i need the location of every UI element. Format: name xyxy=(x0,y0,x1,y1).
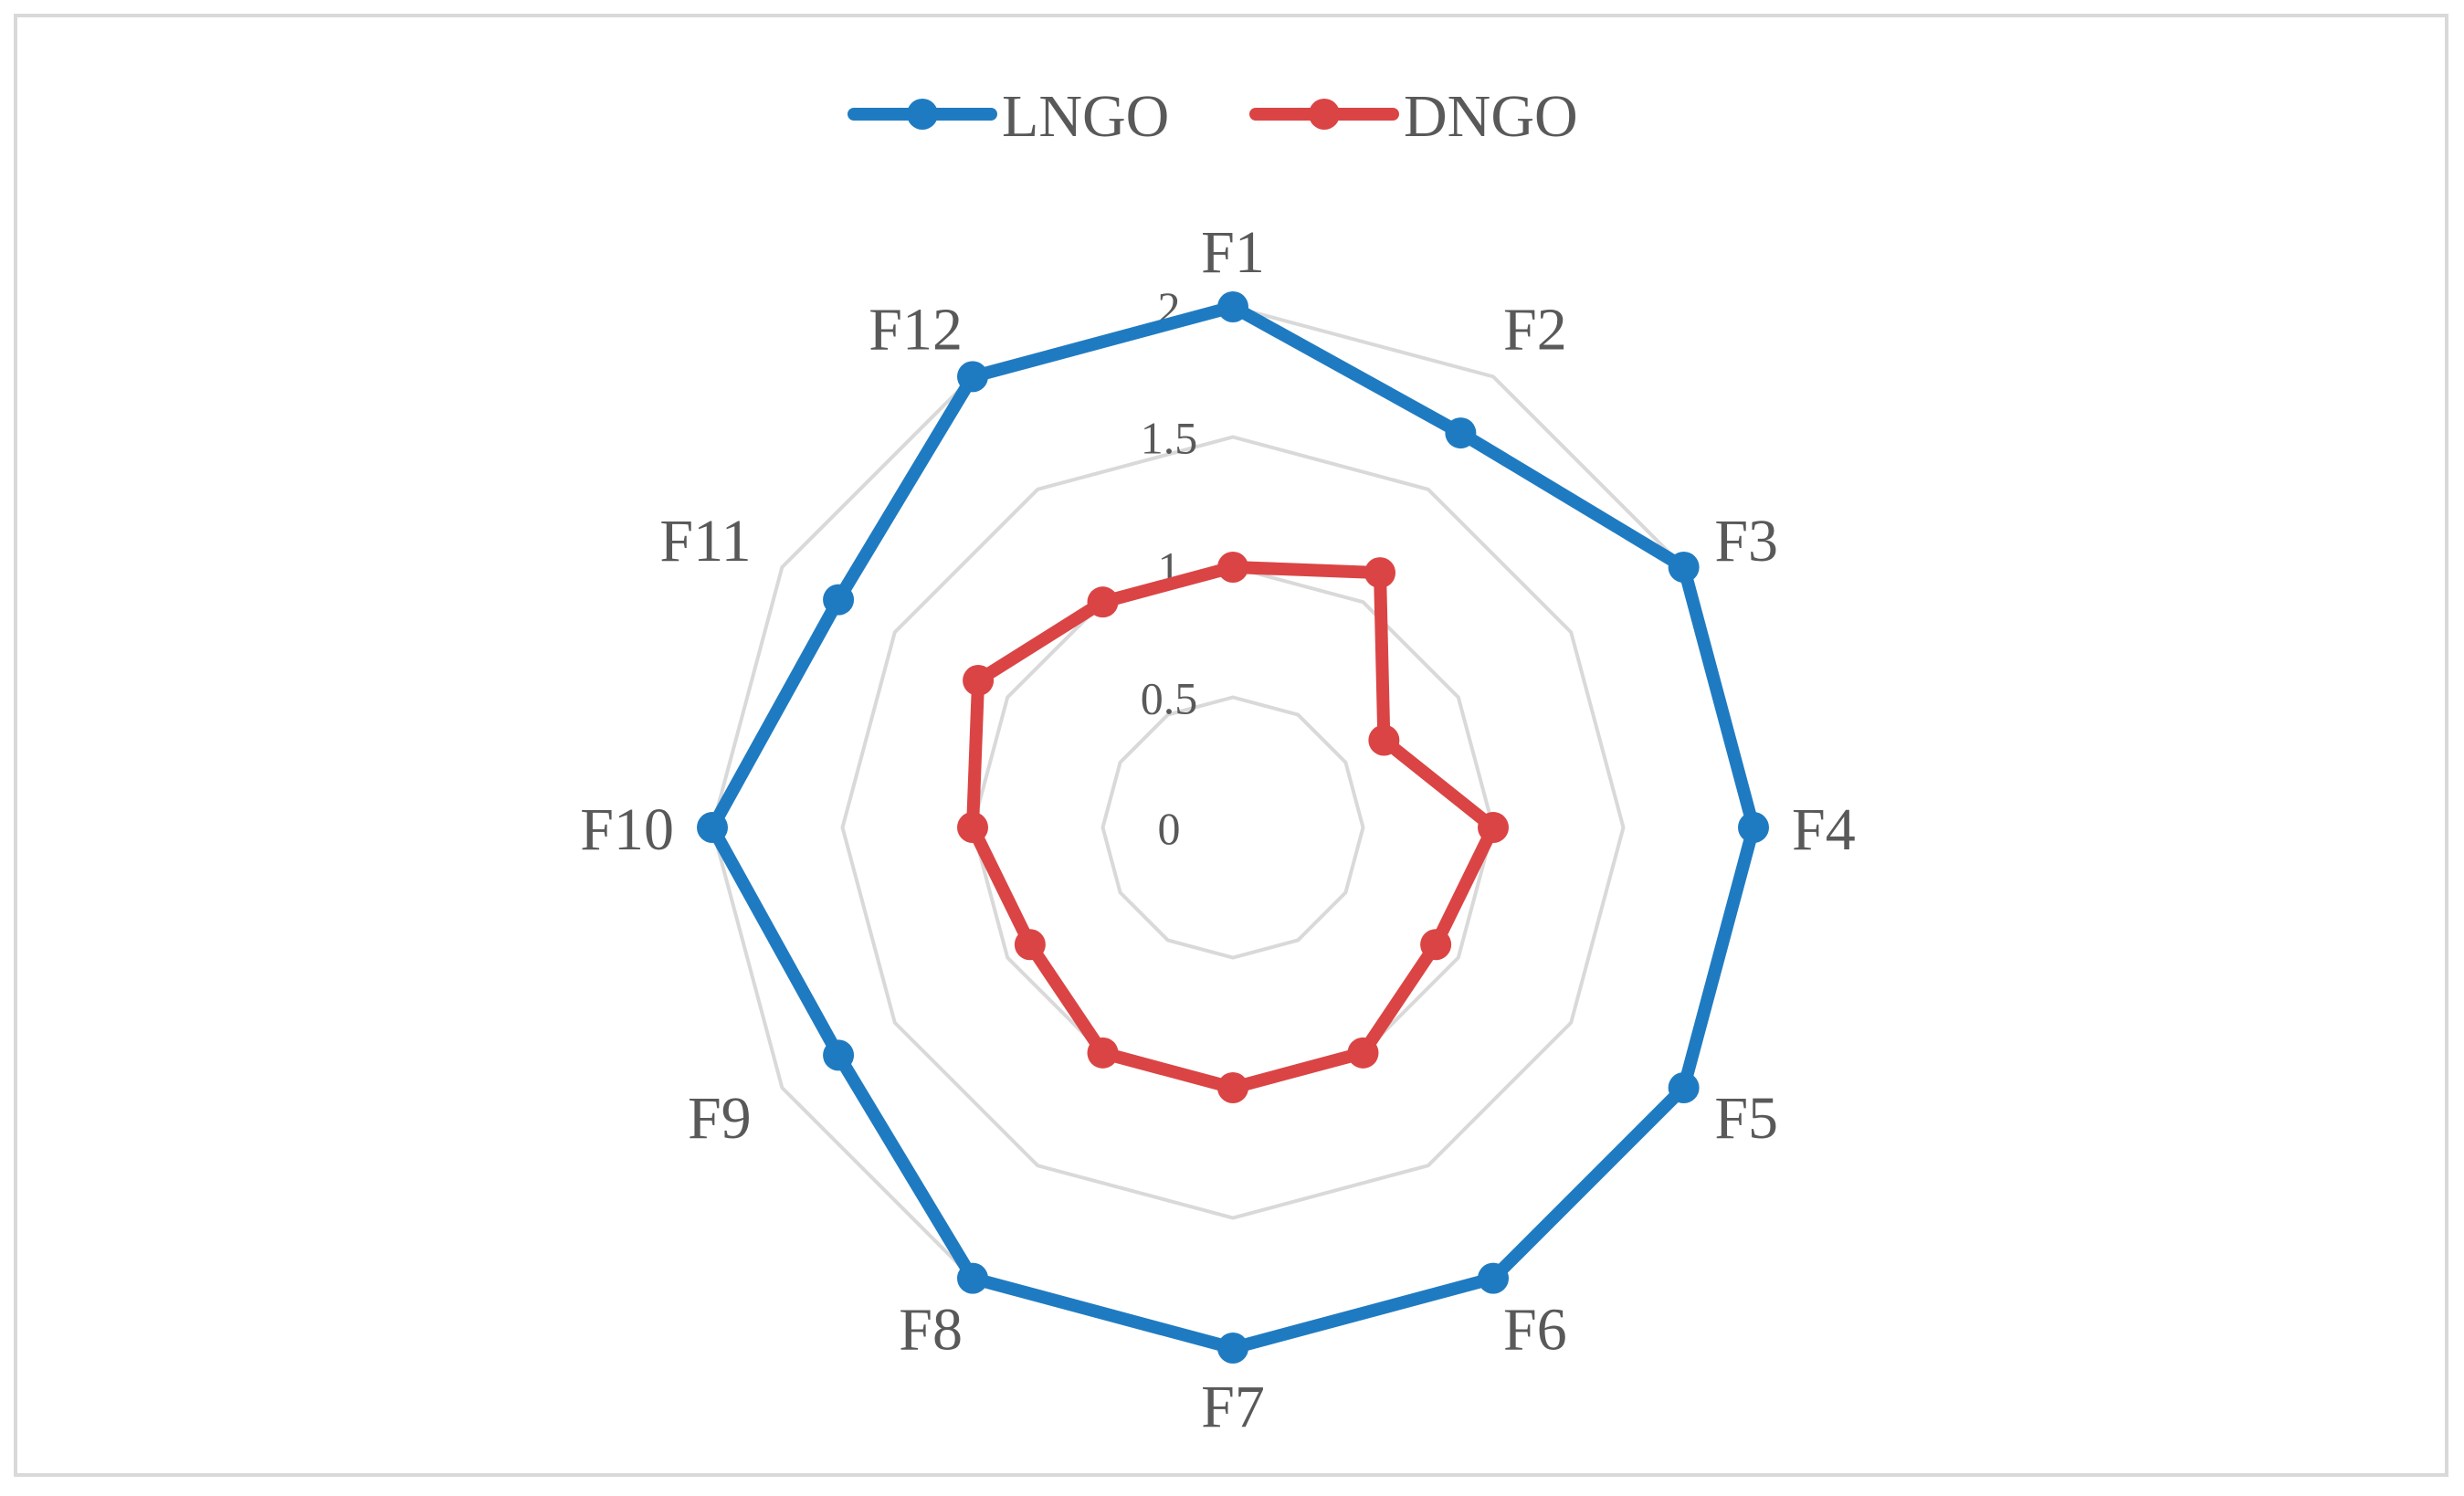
category-label-f5: F5 xyxy=(1714,1085,1778,1152)
grid-ring-4 xyxy=(710,304,1756,1351)
category-label-f10: F10 xyxy=(580,796,674,863)
data-point-dngo-f4 xyxy=(1478,812,1509,843)
series-line-lngo xyxy=(706,300,1760,1354)
data-point-lngo-f4 xyxy=(1738,812,1769,843)
r-tick-label: 1.5 xyxy=(1141,413,1198,464)
data-point-lngo-f5 xyxy=(1668,1072,1700,1103)
data-point-lngo-f1 xyxy=(1217,291,1248,322)
data-point-dngo-f11 xyxy=(963,664,995,696)
data-point-lngo-f2 xyxy=(1445,417,1477,449)
grid-ring-1 xyxy=(1100,695,1365,960)
r-tick-label: 0.5 xyxy=(1141,673,1198,724)
data-point-lngo-f12 xyxy=(957,361,988,393)
category-label-f8: F8 xyxy=(899,1296,963,1363)
data-point-dngo-f6 xyxy=(1347,1037,1379,1069)
data-point-dngo-f7 xyxy=(1217,1072,1248,1103)
data-point-dngo-f1 xyxy=(1217,552,1248,583)
category-label-f2: F2 xyxy=(1503,297,1567,363)
radar-grid xyxy=(710,304,1756,1351)
chart-frame xyxy=(14,14,2448,1477)
legend-swatch-marker xyxy=(1309,99,1340,130)
category-label-f6: F6 xyxy=(1503,1296,1567,1363)
legend-label: LNGO xyxy=(1002,83,1169,150)
data-point-lngo-f9 xyxy=(823,1039,855,1071)
data-point-dngo-f3 xyxy=(1368,724,1400,756)
legend-item-lngo: LNGO xyxy=(848,83,1169,150)
category-label-f1: F1 xyxy=(1201,219,1265,286)
category-label-f9: F9 xyxy=(688,1085,752,1152)
grid-ring-3 xyxy=(840,435,1626,1220)
data-point-dngo-f5 xyxy=(1420,929,1452,961)
data-point-lngo-f8 xyxy=(957,1262,988,1294)
legend-item-dngo: DNGO xyxy=(1249,83,1578,150)
legend-swatch-marker xyxy=(907,99,938,130)
data-point-dngo-f10 xyxy=(957,812,988,843)
legend-label: DNGO xyxy=(1404,83,1578,150)
category-label-f7: F7 xyxy=(1201,1374,1265,1440)
data-point-lngo-f7 xyxy=(1217,1333,1248,1364)
data-point-dngo-f2 xyxy=(1364,557,1396,589)
data-point-dngo-f9 xyxy=(1014,929,1046,961)
grid-ring-2 xyxy=(970,564,1496,1090)
data-point-lngo-f11 xyxy=(823,584,855,616)
data-point-lngo-f10 xyxy=(697,812,728,843)
category-label-f3: F3 xyxy=(1714,508,1778,574)
data-point-dngo-f12 xyxy=(1087,586,1119,618)
category-label-f12: F12 xyxy=(869,297,963,363)
data-point-lngo-f3 xyxy=(1668,552,1700,583)
series-line-dngo xyxy=(966,561,1500,1094)
data-point-lngo-f6 xyxy=(1478,1262,1509,1294)
category-label-f11: F11 xyxy=(659,508,751,574)
r-tick-label: 0 xyxy=(1158,803,1181,854)
data-point-dngo-f8 xyxy=(1087,1037,1119,1069)
category-label-f4: F4 xyxy=(1792,796,1856,863)
